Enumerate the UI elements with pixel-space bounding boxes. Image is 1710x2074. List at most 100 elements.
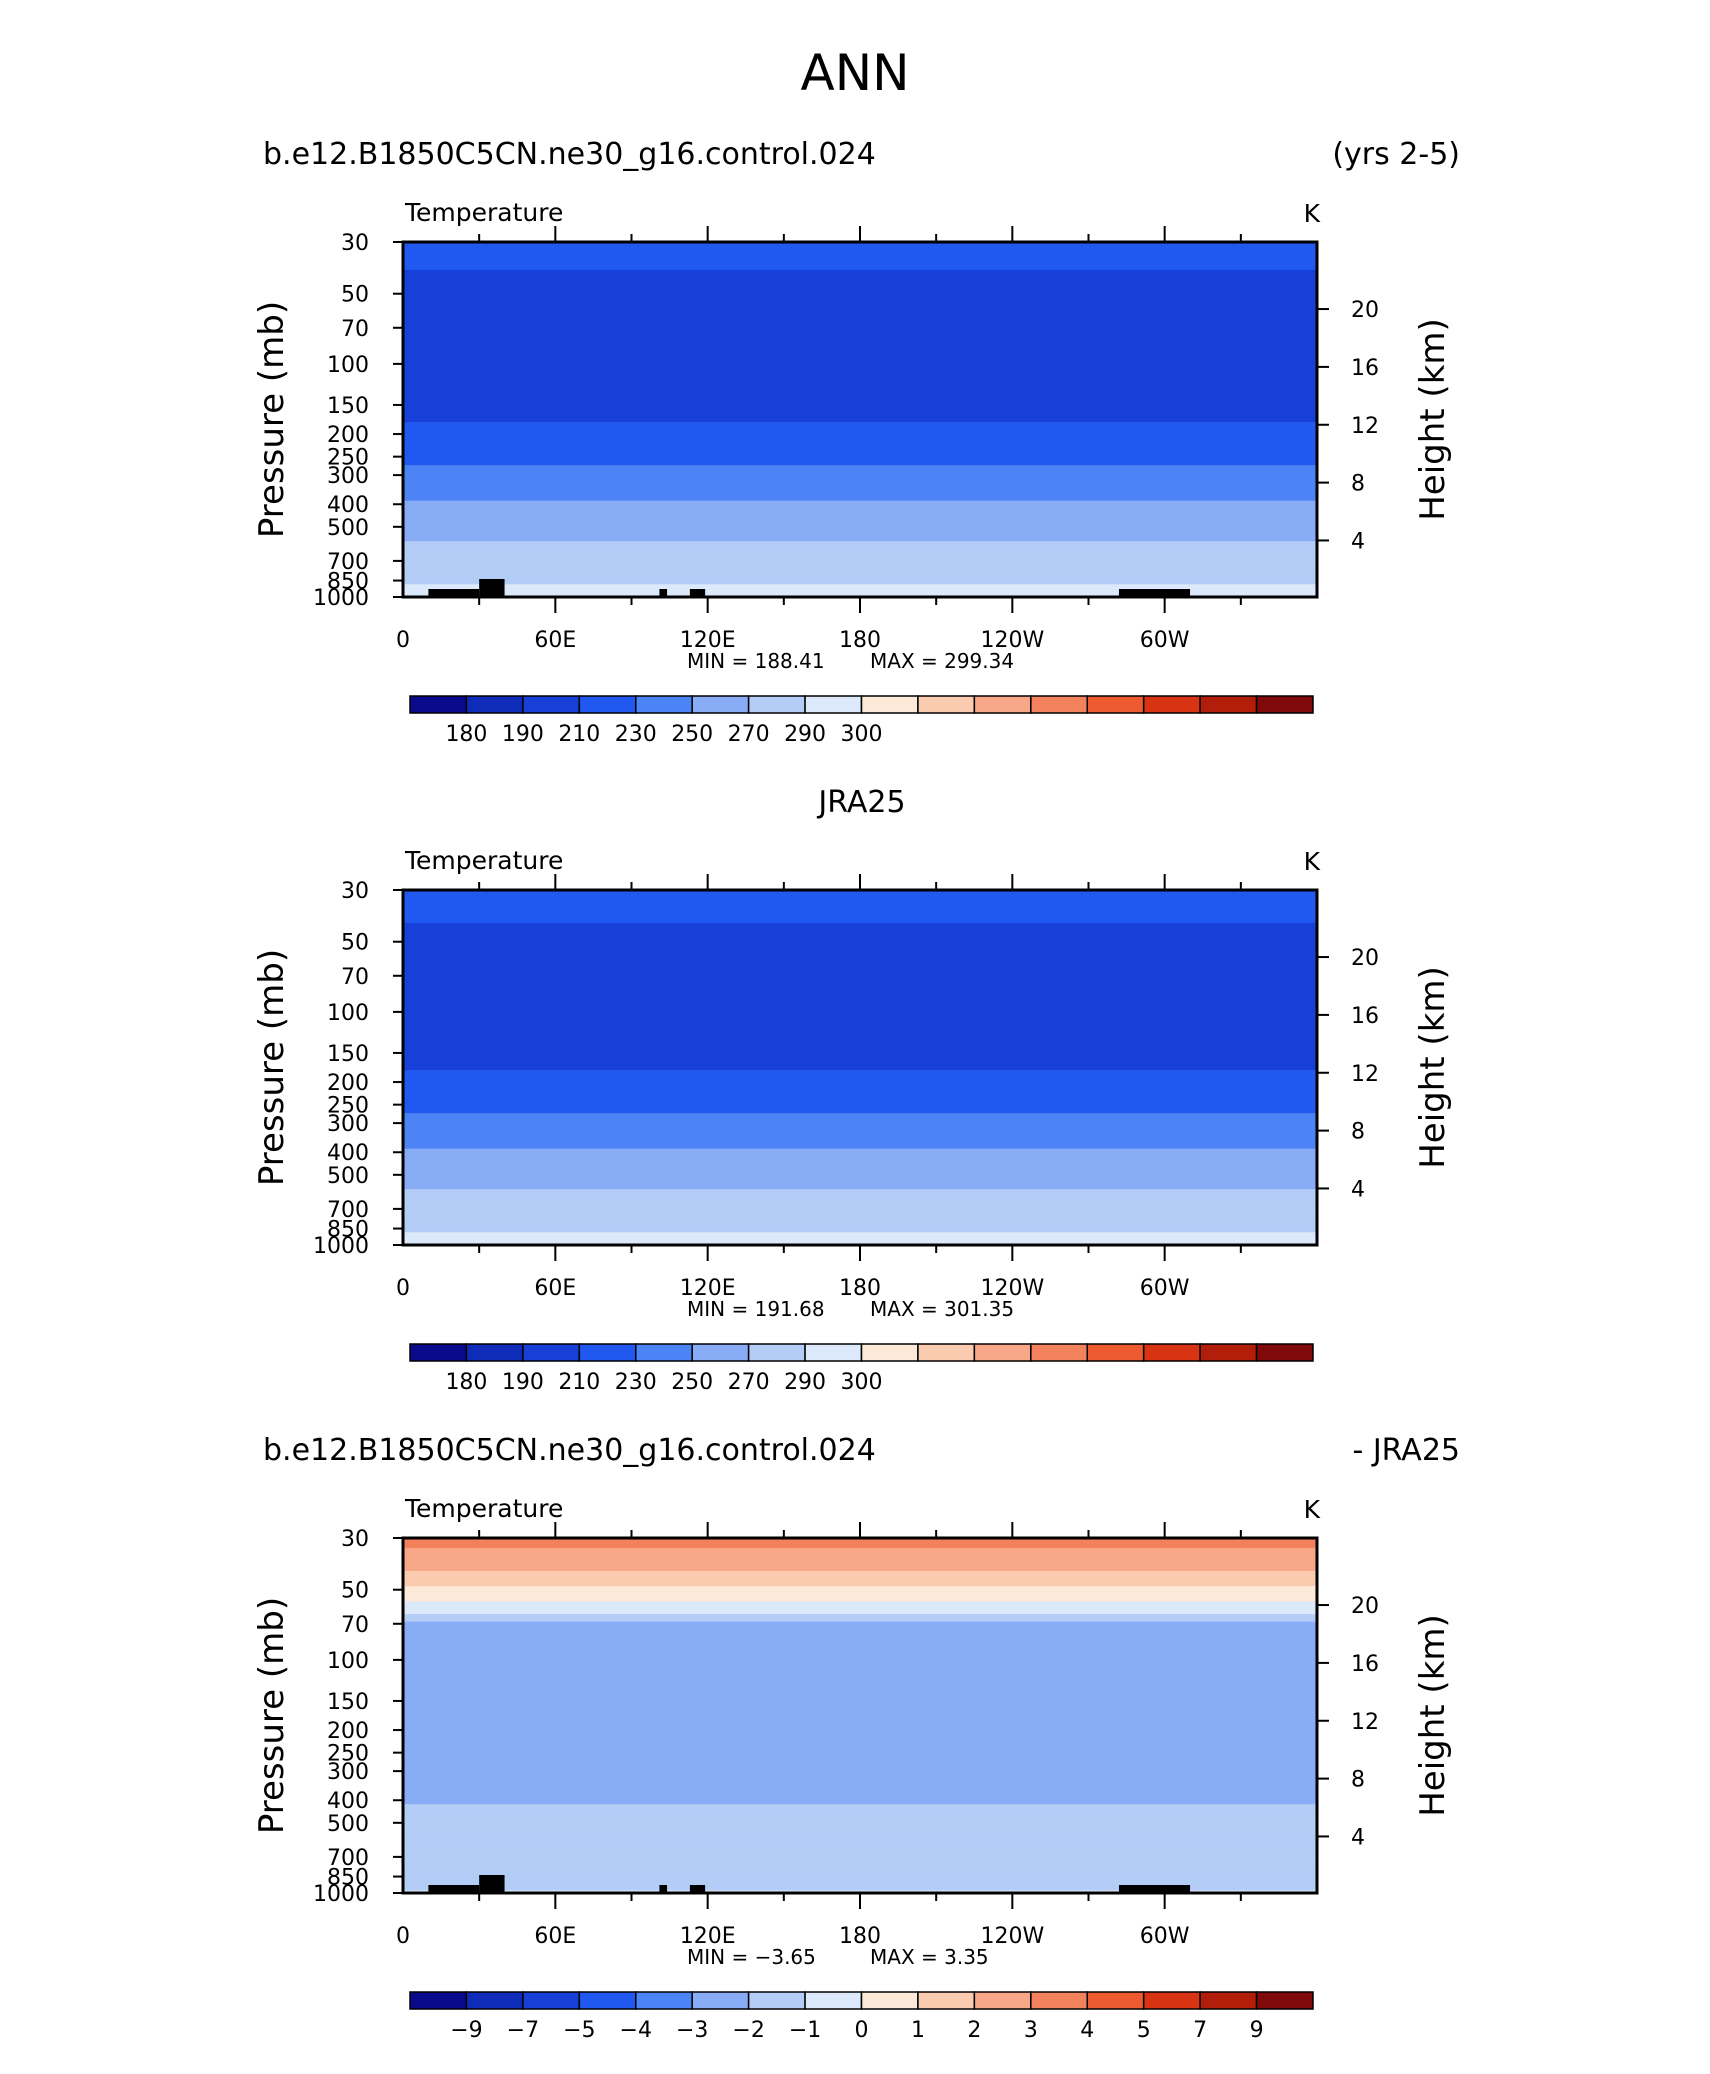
contour-band: [403, 1186, 1317, 1190]
y-right-tick-label: 16: [1351, 356, 1379, 381]
contour-band: [403, 574, 1317, 578]
x-tick-label: 120E: [680, 1276, 736, 1301]
contour-band: [403, 1161, 1317, 1165]
contour-band: [403, 526, 1317, 530]
colorbar-swatch: [409, 1343, 468, 1362]
contour-band: [403, 1664, 1317, 1668]
contour-band: [403, 1095, 1317, 1099]
contour-band: [403, 1037, 1317, 1041]
colorbar-swatch: [860, 695, 919, 714]
contour-band: [403, 943, 1317, 947]
contour-band: [403, 1796, 1317, 1800]
contour-band: [403, 1115, 1317, 1119]
contour-band: [403, 1130, 1317, 1135]
variable-label: Temperature: [404, 846, 563, 875]
y-tick-label: 70: [341, 317, 369, 342]
contour-band: [403, 1232, 1317, 1236]
contour-band: [403, 295, 1317, 299]
colorbar-label: −4: [620, 2018, 652, 2043]
contour-band: [403, 373, 1317, 377]
colorbar-swatch: [747, 695, 806, 714]
contour-band: [403, 533, 1317, 537]
contour-band: [403, 422, 1317, 426]
contour-band: [403, 1558, 1317, 1562]
contour-band: [403, 1799, 1317, 1803]
contour-band: [403, 576, 1317, 580]
colorbar-swatch: [973, 1991, 1032, 2010]
contour-band: [403, 1740, 1317, 1744]
contour-band: [403, 437, 1317, 441]
contour-band: [403, 305, 1317, 309]
contour-band: [403, 1753, 1317, 1757]
chart-panel-1: b.e12.B1850C5CN.ne30_g16.control.024 (yrs…: [252, 137, 1460, 747]
colorbar-swatch: [1142, 1343, 1201, 1362]
contour-band: [403, 579, 1317, 583]
colorbar-swatch: [1030, 1343, 1088, 1362]
surface-block: [428, 589, 480, 597]
contour-band: [403, 272, 1317, 276]
contour-band: [403, 948, 1317, 952]
contour-band: [403, 1857, 1317, 1861]
contour-band: [403, 1019, 1317, 1023]
x-tick-label: 120W: [980, 628, 1044, 653]
contour-band: [403, 1860, 1317, 1864]
contour-band: [403, 368, 1317, 372]
surface-block: [1118, 589, 1191, 597]
contour-band: [403, 351, 1317, 355]
contour-band: [403, 1768, 1317, 1772]
y-tick-label: 500: [327, 516, 369, 541]
surface-block: [689, 589, 706, 597]
contour-band: [403, 1624, 1317, 1628]
contour-band: [403, 1758, 1317, 1762]
units-label: K: [1304, 199, 1321, 228]
y-tick-label: 70: [341, 1613, 369, 1638]
surface-block: [689, 1885, 706, 1893]
contour-band: [403, 1697, 1317, 1701]
colorbar-label: 7: [1193, 2018, 1207, 2043]
colorbar-label: 2: [967, 2018, 981, 2043]
contour-band: [403, 1877, 1317, 1881]
contour-band: [403, 1598, 1317, 1602]
colorbar-label: −2: [732, 2018, 764, 2043]
contour-band: [403, 1021, 1317, 1025]
colorbar-swatch: [804, 1991, 863, 2010]
colorbar-swatch: [522, 695, 581, 714]
contour-band: [403, 1685, 1317, 1689]
contour-band: [403, 917, 1317, 922]
colorbar-swatch: [1030, 695, 1088, 714]
contour-band: [403, 1146, 1317, 1150]
colorbar-label: 180: [445, 1370, 487, 1395]
contour-band: [403, 953, 1317, 957]
colorbar-swatch: [409, 1991, 468, 2010]
contour-band: [403, 1885, 1317, 1889]
contour-band: [403, 477, 1317, 481]
y-tick-label: 300: [327, 1112, 369, 1137]
contour-band: [403, 363, 1317, 367]
contour-band: [403, 1827, 1317, 1831]
contour-band: [403, 1674, 1317, 1679]
contour-band: [403, 1847, 1317, 1851]
contour-band: [403, 591, 1317, 596]
contour-band: [403, 1151, 1317, 1155]
colorbar-label: 300: [841, 722, 883, 747]
contour-band: [403, 1639, 1317, 1643]
contour-band: [403, 1641, 1317, 1646]
colorbar-swatch: [465, 1343, 524, 1362]
contour-band: [403, 1176, 1317, 1180]
contour-band: [403, 452, 1317, 456]
contour-band: [403, 1814, 1317, 1818]
contour-band: [403, 411, 1317, 416]
colorbar-swatch: [1199, 695, 1258, 714]
contour-band: [403, 1652, 1317, 1656]
contour-band: [403, 371, 1317, 375]
contour-band: [403, 264, 1317, 268]
contour-band: [403, 1108, 1317, 1112]
colorbar-swatch: [747, 1343, 806, 1362]
contour-band: [403, 1634, 1317, 1638]
contour-band: [403, 366, 1317, 370]
contour-fill: [403, 242, 1317, 598]
contour-band: [403, 330, 1317, 334]
contour-band: [403, 564, 1317, 568]
y-tick-label: 700: [327, 1846, 369, 1871]
contour-band: [403, 508, 1317, 512]
